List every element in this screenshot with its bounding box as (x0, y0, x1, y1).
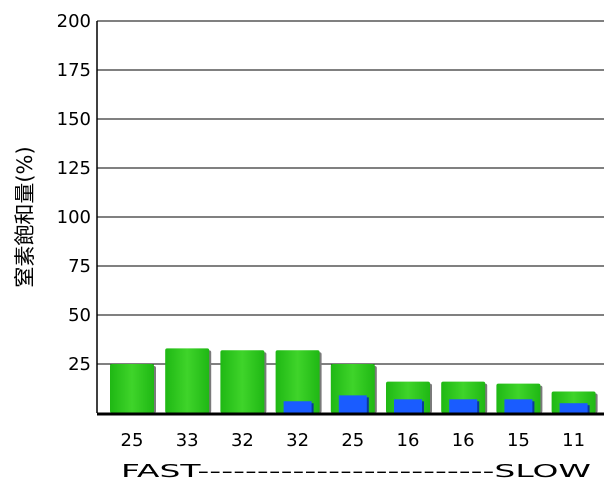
gridlines (97, 20, 604, 365)
y-tick-label: 75 (68, 256, 91, 277)
x-tick-labels: 25 33 32 32 25 16 16 15 11 (121, 430, 586, 451)
y-tick-labels: 25 50 75 100 125 150 175 200 (57, 11, 91, 375)
y-tick-label: 100 (57, 207, 91, 228)
x-tick-label: 25 (121, 430, 144, 451)
bar-green (110, 364, 154, 413)
bars (110, 348, 598, 413)
bar-blue (559, 403, 588, 413)
bar-green (165, 348, 210, 413)
bar-blue (394, 399, 422, 413)
x-tick-label: 33 (176, 430, 199, 451)
x-tick-label: 32 (286, 430, 309, 451)
y-tick-label: 125 (57, 158, 91, 179)
bar-blue (449, 399, 478, 413)
bar-green (220, 350, 265, 413)
fast-slow-label: FAST-------------------------SLOW (121, 461, 591, 482)
x-tick-label: 11 (562, 430, 585, 451)
y-tick-label: 175 (57, 60, 91, 81)
x-tick-label: 32 (231, 430, 254, 451)
x-tick-label: 15 (507, 430, 530, 451)
bar-blue (504, 399, 533, 413)
y-tick-label: 150 (57, 109, 91, 130)
y-axis-label: 窒素飽和量(%) (13, 146, 37, 287)
y-tick-label: 25 (68, 354, 91, 375)
x-tick-label: 16 (452, 430, 475, 451)
bar-blue (283, 401, 312, 413)
bar-blue (338, 395, 367, 413)
x-tick-label: 16 (397, 430, 420, 451)
y-tick-label: 200 (57, 11, 91, 32)
x-tick-label: 25 (341, 430, 364, 451)
y-tick-label: 50 (68, 305, 91, 326)
bar-green (275, 350, 320, 413)
